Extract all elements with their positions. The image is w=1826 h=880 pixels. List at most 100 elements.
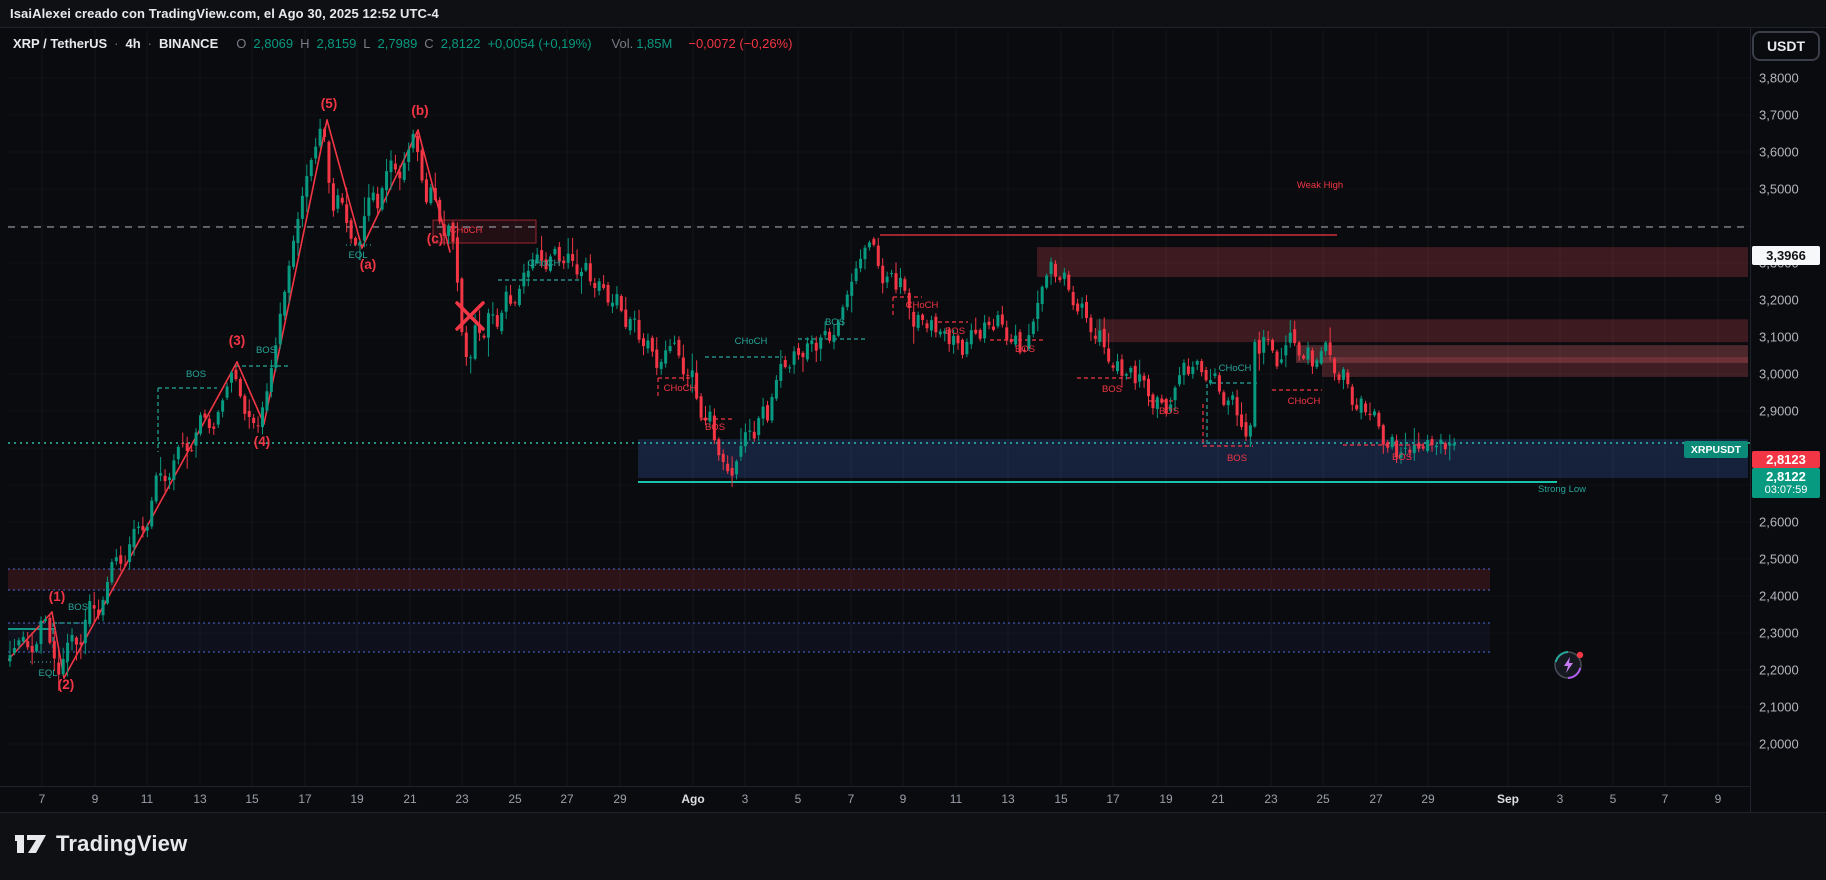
candle-body [540,250,544,261]
candle-body [1058,277,1062,280]
candle-body [1111,365,1115,368]
interval-label[interactable]: 4h [125,36,141,51]
candle-body [154,475,158,502]
symbol-legend[interactable]: XRP / TetherUS · 4h · BINANCE O 2,8069 H… [13,36,792,51]
candle-body [1169,404,1173,412]
exchange-label: BINANCE [159,36,219,51]
time-axis[interactable]: 7 9 11 13 15 17 19 21 23 25 27 29 Ago 3 5 7 9 11 13 15 17 19 2… [0,786,1750,813]
candle-body [876,245,880,266]
high-value: 2,8159 [316,36,357,51]
currency-toggle-button[interactable]: USDT [1752,31,1820,61]
time-tick: 13 [1001,792,1015,806]
symbol-title[interactable]: XRP / TetherUS [13,36,108,51]
candle-body [1226,400,1230,406]
candle-body [416,135,420,153]
candle-body [1067,274,1071,290]
candle-body [398,171,402,179]
wave-trendline [326,119,363,249]
candle-body [1266,338,1270,340]
candle-body [97,609,101,616]
candle-body [659,361,663,369]
candle-body [48,617,52,643]
tradingview-logo[interactable]: TradingView [14,829,187,859]
structure-label: CHoCH [1219,363,1252,374]
candle-body [664,350,668,364]
price-tick: 3,2000 [1759,292,1799,308]
candle-body [845,294,849,307]
supply-zone-4 [1322,356,1748,377]
candle-body [105,581,109,604]
open-label: O [236,36,247,51]
plot-area: BOS EQL BOS BOS EQL CHoCH CHoCH BOS CHoCH Strong … [8,30,1750,786]
candle-body [8,655,12,662]
price-tick: 2,5000 [1759,551,1799,567]
wave-trendline [263,119,328,425]
wave-label: (5) [321,96,338,111]
candle-body [1231,395,1235,400]
candle-body [327,141,331,183]
candle-body [88,601,92,625]
price-axis[interactable]: 3,80003,70003,60003,50003,30003,20003,10… [1750,28,1826,812]
time-tick: 21 [1211,792,1225,806]
candle-body [1279,359,1283,363]
candle-body [965,341,969,355]
candle-body [305,176,309,197]
candle-body [1319,351,1323,364]
candle-body [438,199,442,222]
structure-label: BOS [1159,406,1179,417]
structure-label: BOS [1015,344,1035,355]
candle-body [1306,347,1310,360]
candle-body [469,357,473,359]
candle-body [172,460,176,480]
structure-label: CHoCH [528,258,561,269]
candle-body [1390,436,1394,448]
candle-body [181,443,185,445]
notification-dot [1576,651,1584,659]
candle-body [101,599,105,616]
candle-body [544,259,548,270]
candle-body [52,640,56,659]
candle-body [1022,349,1026,351]
high-label: H [300,36,310,51]
change2-value: −0,0072 (−0,26%) [688,36,793,51]
candle-body [185,443,189,451]
candle-body [1395,440,1399,458]
wave-label: (4) [254,434,271,449]
candle-body [1093,335,1097,339]
candle-body [819,337,823,349]
candle-body [1386,442,1390,448]
demand-zone-blue [638,439,1748,478]
candle-body [1297,342,1301,356]
price-tick: 2,6000 [1759,514,1799,530]
structure-label: BOS [68,602,88,613]
candle-body [1107,348,1111,362]
structure-label: CHoCH [1288,396,1321,407]
candle-body [150,500,154,527]
candle-body [898,277,902,288]
candle-body [836,321,840,336]
supply-zone-3 [1296,345,1748,363]
candle-body [261,407,265,428]
candle-body [1124,374,1128,376]
time-tick: 19 [1159,792,1173,806]
supply-zone-2 [1096,319,1748,343]
candle-body [274,345,278,368]
candle-body [513,302,517,304]
candle-body [1248,425,1252,437]
time-tick: 29 [1421,792,1435,806]
structure-label: BOS [705,422,725,433]
candle-body [473,325,477,359]
candle-body [805,343,809,360]
candle-body [553,248,557,255]
candle-body [371,192,375,201]
candle-body [619,296,623,311]
candle-body [1222,392,1226,405]
candle-body [1098,330,1102,342]
candle-body [1293,329,1297,344]
candle-body [921,314,925,320]
flash-ideas-button[interactable] [1552,648,1584,679]
candle-body [1018,332,1022,353]
candle-body [841,307,845,319]
structure-label: EQL [38,668,57,679]
